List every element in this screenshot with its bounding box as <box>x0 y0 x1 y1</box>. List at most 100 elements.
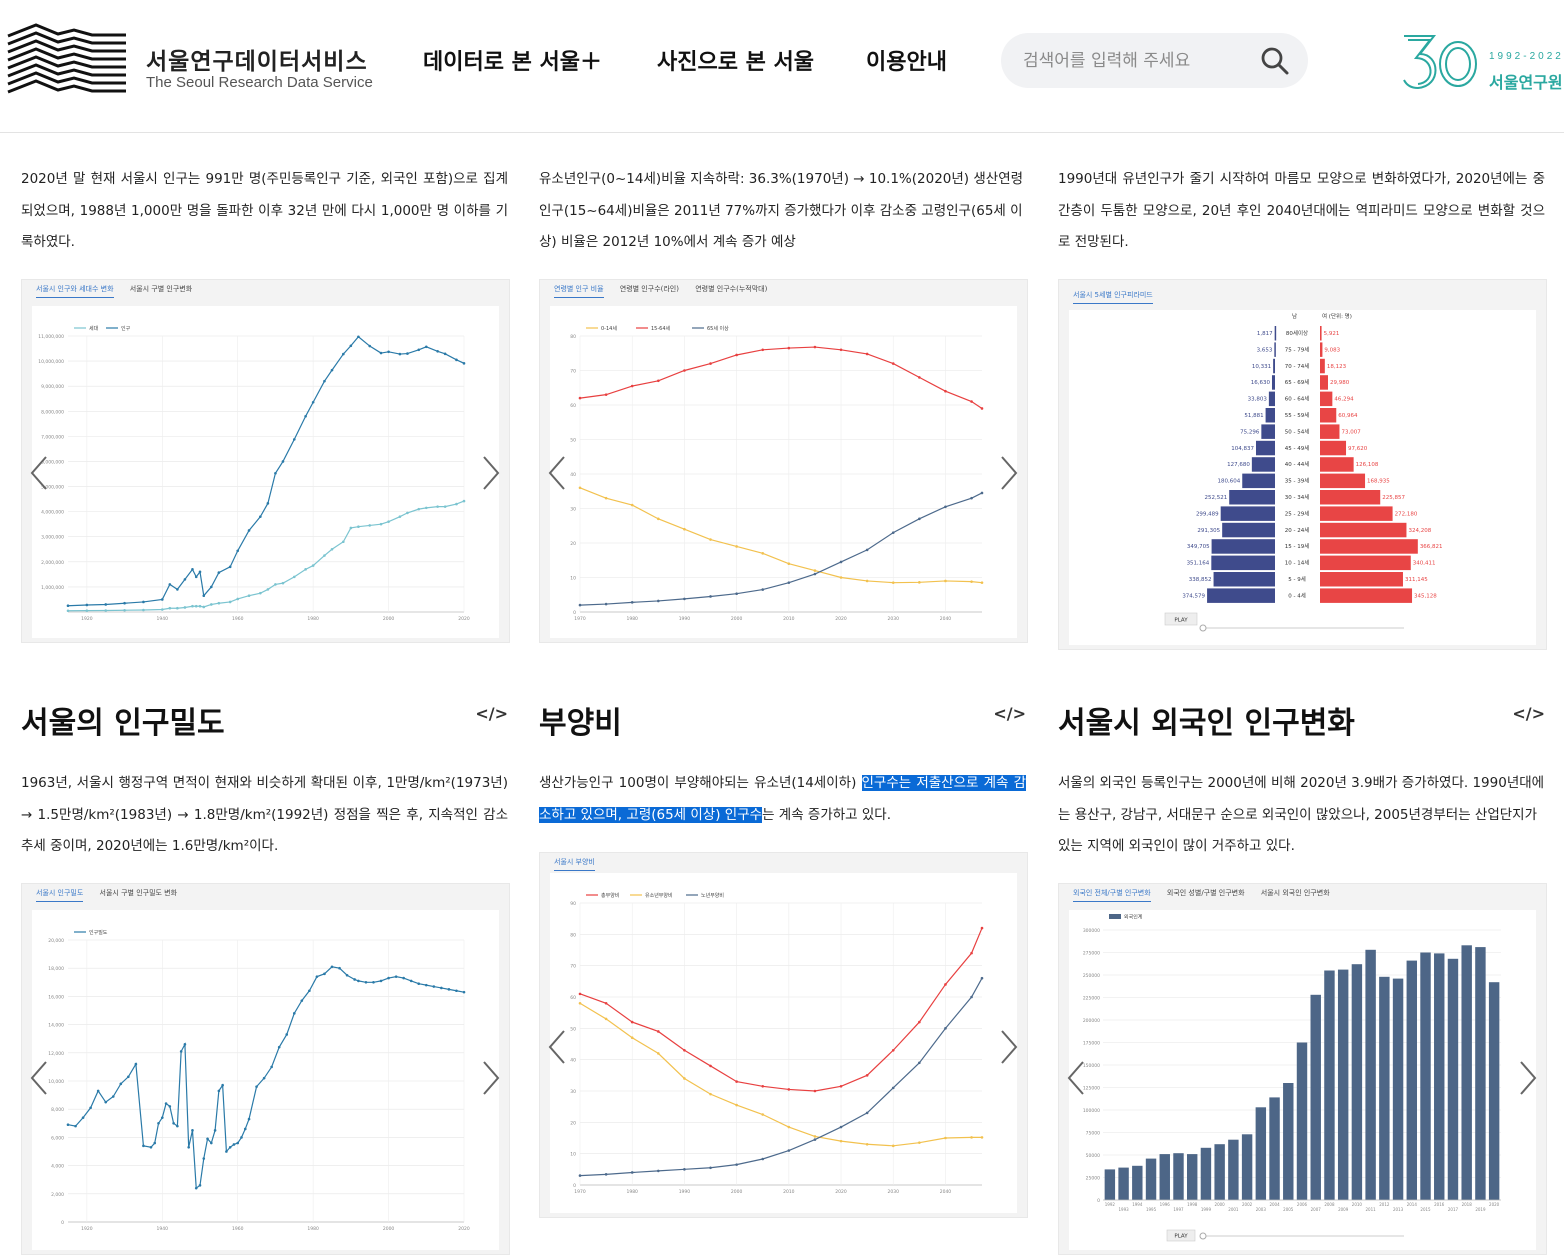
chevron-right-icon[interactable] <box>1517 1060 1539 1096</box>
site-title[interactable]: 서울연구데이터서비스 <box>146 49 368 75</box>
data-point <box>462 499 466 503</box>
play-button-label[interactable]: PLAY <box>1174 1234 1188 1240</box>
data-point <box>891 1048 895 1052</box>
data-point <box>81 1116 85 1119</box>
male-bar <box>1207 588 1275 603</box>
card-description: 2020년 말 현재 서울시 인구는 991만 명(주민등록인구 기준, 외국인… <box>21 171 508 250</box>
data-point <box>944 983 947 986</box>
chevron-left-icon[interactable] <box>546 455 568 491</box>
nav-data-seoul[interactable]: 데이터로 본 서울＋ <box>423 50 602 75</box>
embed-code-icon[interactable]: </> <box>993 704 1026 723</box>
search-input[interactable] <box>1021 47 1255 75</box>
embed-code-icon[interactable]: </> <box>1512 704 1545 723</box>
data-point <box>127 1075 130 1079</box>
x-tick-label: 2012 <box>1379 1202 1390 1207</box>
data-point <box>918 517 921 521</box>
play-button-label[interactable]: PLAY <box>1174 618 1188 624</box>
data-point <box>176 1124 179 1128</box>
data-point <box>787 346 791 350</box>
tab-district-population[interactable]: 서울시 구별 인구변화 <box>129 285 193 293</box>
card-title[interactable]: 서울시 외국인 인구변화 <box>1058 706 1355 741</box>
age-group-label: 10 - 14세 <box>1285 559 1310 567</box>
wave-logo-icon[interactable] <box>6 22 128 96</box>
tab-foreign-gender[interactable]: 외국인 성별/구별 인구변화 <box>1166 889 1245 897</box>
y-tick-label: 4,000 <box>51 1164 64 1170</box>
data-point <box>447 988 451 991</box>
male-bar <box>1211 539 1275 554</box>
age-group-label: 15 - 19세 <box>1285 542 1310 550</box>
y-tick-label: 12,000 <box>48 1051 64 1057</box>
data-point <box>379 351 383 355</box>
nav-photo-seoul[interactable]: 사진으로 본 서울 <box>657 50 814 75</box>
data-point <box>891 1144 895 1148</box>
tab-foreign-change[interactable]: 서울시 외국인 인구변화 <box>1260 889 1330 897</box>
chevron-right-icon[interactable] <box>480 1060 502 1096</box>
search-icon[interactable] <box>1259 45 1291 77</box>
tab-density[interactable]: 서울시 인구밀도 <box>36 888 84 902</box>
chart-panel: 외국인 전체/구별 인구변화 외국인 성별/구별 인구변화 서울시 외국인 인구… <box>1058 883 1547 1255</box>
tab-population-households[interactable]: 서울시 인구와 세대수 변화 <box>36 284 114 298</box>
data-point <box>225 1150 228 1153</box>
data-point <box>342 352 345 356</box>
play-button[interactable] <box>1164 612 1198 626</box>
female-bar <box>1320 440 1347 456</box>
tab-dependency[interactable]: 서울시 부양비 <box>554 857 595 871</box>
data-point <box>865 579 869 583</box>
anniversary-30-logo-icon[interactable] <box>1400 30 1562 96</box>
legend-label: 외국인계 <box>1124 914 1143 921</box>
card-title[interactable]: 서울의 인구밀도 <box>21 706 225 741</box>
data-point <box>387 350 390 354</box>
card-title[interactable]: 부양비 <box>539 706 622 741</box>
age-group-label: 50 - 54세 <box>1285 427 1310 435</box>
y-tick-label: 18,000 <box>48 966 64 972</box>
y-tick-label: 10 <box>570 576 576 582</box>
tab-age-stacked[interactable]: 연령별 인구수(누적막대) <box>695 285 768 293</box>
data-point <box>604 1001 608 1005</box>
legend-label: 노년부양비 <box>701 892 724 899</box>
data-point <box>813 1089 817 1093</box>
chevron-left-icon[interactable] <box>546 1029 568 1065</box>
y-tick-label: 60 <box>570 995 576 1001</box>
tab-foreign-total[interactable]: 외국인 전체/구별 인구변화 <box>1073 888 1151 902</box>
data-point <box>944 389 947 393</box>
timeline-handle[interactable] <box>1199 624 1207 632</box>
y-tick-label: 70 <box>570 964 576 970</box>
chevron-right-icon[interactable] <box>998 455 1020 491</box>
chevron-left-icon[interactable] <box>28 455 50 491</box>
age-group-label: 0 - 4세 <box>1288 591 1306 599</box>
x-tick-label: 1970 <box>574 616 586 622</box>
age-group-label: 30 - 34세 <box>1285 493 1310 501</box>
nav-guide[interactable]: 이용안내 <box>866 50 947 75</box>
bar <box>1351 964 1363 1200</box>
y-tick-label: 40 <box>570 472 576 478</box>
tab-age-line[interactable]: 연령별 인구수(라인) <box>619 285 679 293</box>
card-description: 1963년, 서울시 행정구역 면적이 현재와 비슷하게 확대된 이후, 1만명… <box>21 775 508 854</box>
data-point <box>630 1020 634 1024</box>
x-tick-label: 1996 <box>1160 1202 1171 1207</box>
tab-age-ratio[interactable]: 연령별 인구 비율 <box>554 284 604 298</box>
data-point <box>980 491 984 495</box>
y-tick-label: 100000 <box>1083 1108 1100 1114</box>
embed-code-icon[interactable]: </> <box>475 704 508 723</box>
female-value-label: 311,145 <box>1405 577 1428 583</box>
tab-district-density[interactable]: 서울시 구별 인구밀도 변화 <box>99 889 178 897</box>
data-point <box>304 568 307 571</box>
female-value-label: 29,980 <box>1330 380 1350 386</box>
bar <box>1186 1154 1198 1200</box>
x-tick-label: 2005 <box>1283 1207 1294 1212</box>
chevron-left-icon[interactable] <box>28 1060 50 1096</box>
x-tick-label: 1980 <box>626 1189 638 1195</box>
x-tick-label: 2015 <box>1420 1207 1431 1212</box>
chevron-right-icon[interactable] <box>480 455 502 491</box>
data-point <box>424 345 428 349</box>
site-subtitle[interactable]: The Seoul Research Data Service <box>146 74 373 91</box>
age-group-label: 40 - 44세 <box>1285 460 1310 468</box>
data-point <box>274 583 277 586</box>
institute-name[interactable]: 서울연구원 <box>1489 73 1563 92</box>
x-tick-label: 2019 <box>1475 1207 1486 1212</box>
chevron-left-icon[interactable] <box>1065 1060 1087 1096</box>
chevron-right-icon[interactable] <box>998 1029 1020 1065</box>
timeline-handle[interactable] <box>1199 1232 1207 1240</box>
data-point <box>417 982 421 986</box>
tab-pyramid[interactable]: 서울시 5세별 인구피라미드 <box>1073 290 1153 304</box>
